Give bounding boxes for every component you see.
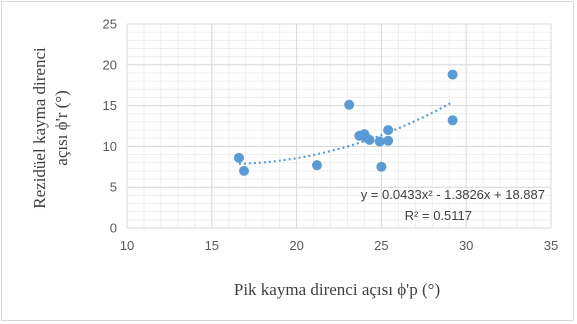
data-point: [233, 152, 244, 163]
trendline-equation: y = 0.0433x² - 1.3826x + 18.887: [361, 187, 545, 202]
data-point: [239, 165, 250, 176]
y-tick-label: 25: [103, 17, 117, 32]
x-axis-title: Pik kayma direnci açısı ϕ'p (°): [234, 280, 440, 299]
data-point: [383, 135, 394, 146]
y-tick-label: 20: [103, 57, 117, 72]
x-tick-label: 20: [289, 238, 303, 253]
x-tick-label: 15: [205, 238, 219, 253]
data-point: [364, 134, 375, 145]
y-tick-label: 15: [103, 98, 117, 113]
data-point: [344, 99, 355, 110]
trendline-r-squared: R² = 0.5117: [405, 208, 472, 223]
x-tick-label: 10: [120, 238, 134, 253]
data-point: [447, 69, 458, 80]
data-point: [383, 125, 394, 136]
x-tick-labels: 10 15 20 25 30 35: [120, 238, 558, 253]
data-point: [447, 115, 458, 126]
y-axis-title-line-2: açısı ϕ'r (°): [52, 90, 71, 165]
y-axis-title-line-1: Rezidüel kayma direnci: [30, 47, 49, 209]
y-tick-label: 0: [110, 221, 117, 236]
data-points: [233, 69, 458, 176]
data-point: [374, 136, 385, 147]
y-tick-label: 5: [110, 180, 117, 195]
data-point: [311, 160, 322, 171]
y-tick-label: 10: [103, 139, 117, 154]
gridlines: [126, 23, 552, 229]
x-tick-label: 25: [374, 238, 388, 253]
x-tick-label: 30: [459, 238, 473, 253]
x-tick-label: 35: [544, 238, 558, 253]
trendline: [238, 101, 454, 165]
y-tick-labels: 0 5 10 15 20 25: [103, 17, 117, 236]
data-point: [376, 161, 387, 172]
